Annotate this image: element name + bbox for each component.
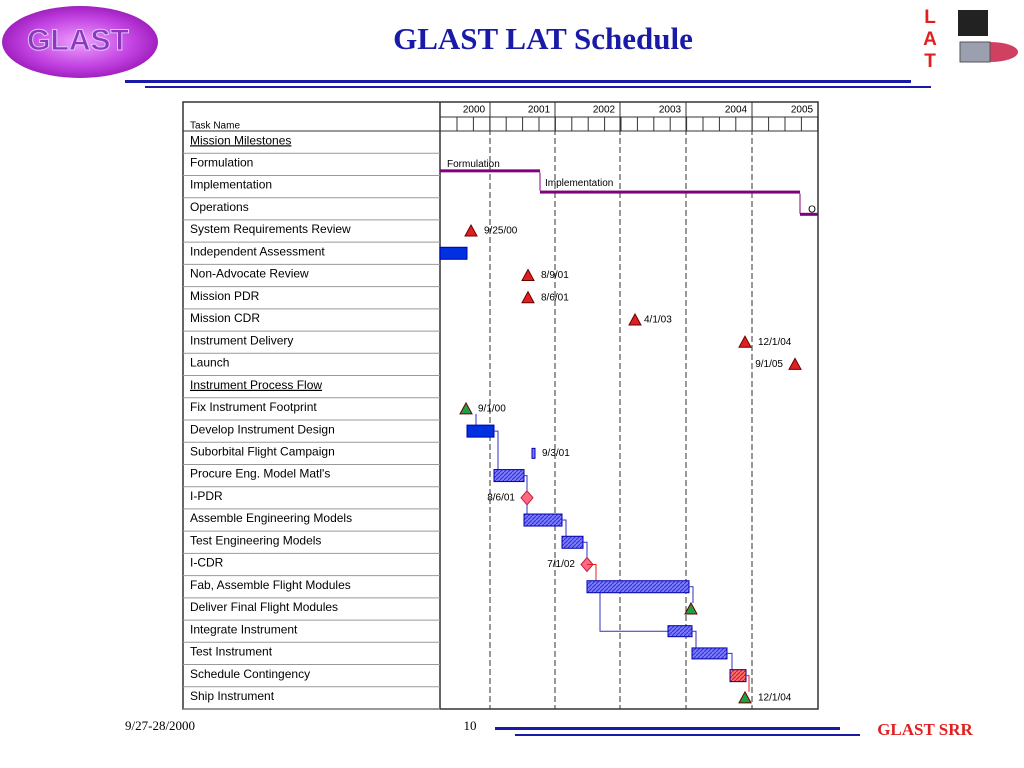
logo: GLAST	[27, 24, 129, 57]
task-bar	[531, 447, 536, 459]
rule	[495, 727, 840, 730]
year-label: 2002	[593, 105, 616, 116]
task-name: Integrate Instrument	[190, 622, 298, 636]
rule	[515, 734, 860, 736]
summary-bar	[440, 169, 540, 173]
task-name: Independent Assessment	[190, 244, 325, 258]
rule	[125, 80, 911, 83]
milestone	[788, 357, 802, 370]
date-label: 7/1/02	[547, 559, 575, 570]
lat-letters: LAT	[923, 7, 937, 72]
task-name: Ship Instrument	[190, 689, 275, 703]
connector	[692, 630, 697, 648]
connector	[689, 586, 694, 603]
task-bar	[439, 246, 468, 260]
task-name: Mission CDR	[190, 311, 260, 325]
milestone	[521, 268, 535, 281]
milestone	[459, 401, 473, 415]
task-name: Non-Advocate Review	[190, 267, 309, 281]
task-name: System Requirements Review	[190, 222, 351, 236]
task-bar	[667, 625, 693, 638]
connector	[583, 541, 588, 558]
task-name: Operations	[190, 200, 249, 214]
connector	[599, 592, 668, 632]
date-label: 9/1/00	[478, 404, 506, 415]
title: GLAST LAT Schedule	[393, 21, 693, 56]
task-bar	[523, 513, 563, 527]
task-bar	[466, 424, 495, 438]
date-label: 8/6/01	[541, 292, 569, 303]
footer-name: GLAST SRR	[877, 720, 973, 739]
date-label: O	[808, 204, 816, 215]
date-label: Formulation	[447, 159, 500, 170]
task-name: Procure Eng. Model Matl's	[190, 467, 330, 481]
lat-letter: T	[924, 51, 936, 72]
connector	[524, 475, 528, 491]
summary-bar	[540, 190, 800, 194]
connector	[727, 652, 733, 670]
task-name: Test Engineering Models	[190, 533, 321, 547]
task-name: I-PDR	[190, 489, 223, 503]
task-name: I-CDR	[190, 556, 224, 570]
section-heading: Instrument Process Flow	[190, 378, 322, 392]
task-name: Formulation	[190, 156, 253, 170]
task-name: Schedule Contingency	[190, 667, 310, 681]
connector	[587, 564, 597, 581]
lat-letter: A	[923, 29, 937, 50]
date-label: Implementation	[545, 178, 613, 189]
milestone	[521, 290, 535, 304]
milestone	[464, 223, 478, 237]
frame	[182, 101, 819, 710]
task-name: Fab, Assemble Flight Modules	[190, 578, 351, 592]
date-label: 12/1/04	[758, 337, 792, 348]
task-bar	[493, 469, 525, 483]
section-heading: Mission Milestones	[190, 133, 291, 147]
task-name: Deliver Final Flight Modules	[190, 600, 338, 614]
task-bar	[586, 580, 690, 594]
year-label: 2000	[463, 105, 486, 116]
milestone	[684, 601, 698, 615]
task-name: Suborbital Flight Campaign	[190, 445, 335, 459]
date-label: 9/1/05	[755, 359, 783, 370]
date-label: 4/1/03	[644, 315, 672, 326]
summary-bar	[800, 212, 818, 216]
connector	[746, 675, 750, 692]
task-name: Mission PDR	[190, 289, 260, 303]
task-name: Test Instrument	[190, 645, 273, 659]
footer-date: 9/27-28/2000	[125, 718, 195, 733]
date-label: 9/25/00	[484, 226, 518, 237]
date-label: 12/1/04	[758, 693, 792, 704]
lat-letter: L	[924, 7, 936, 28]
task-name: Fix Instrument Footprint	[190, 400, 317, 414]
milestone	[738, 335, 752, 348]
year-label: 2003	[659, 105, 682, 116]
task-bar	[691, 647, 728, 660]
year-label: 2004	[725, 105, 748, 116]
year-label: 2001	[528, 105, 551, 116]
task-name: Instrument Delivery	[190, 333, 293, 347]
page-number: 10	[464, 718, 477, 733]
task-name: Launch	[190, 356, 229, 370]
year-label: 2005	[791, 105, 814, 116]
date-label: 8/9/01	[541, 270, 569, 281]
task-name: Implementation	[190, 178, 272, 192]
task-bar	[729, 669, 747, 683]
gantt: Task Name 2000 2001 2002 2003 2004 2005 Mission…	[182, 101, 819, 710]
date-label: 9/3/01	[542, 448, 570, 459]
task-name: Assemble Engineering Models	[190, 511, 352, 525]
task-name: Develop Instrument Design	[190, 422, 335, 436]
connector	[494, 430, 499, 470]
column-header: Task Name	[190, 121, 240, 132]
connector	[562, 519, 567, 537]
milestone	[628, 312, 642, 326]
image	[958, 10, 988, 36]
task-bar	[561, 535, 584, 549]
logo-bg	[2, 6, 158, 78]
image	[959, 41, 991, 63]
milestone	[738, 690, 752, 704]
rule	[145, 86, 931, 88]
date-label: 8/6/01	[487, 492, 515, 503]
